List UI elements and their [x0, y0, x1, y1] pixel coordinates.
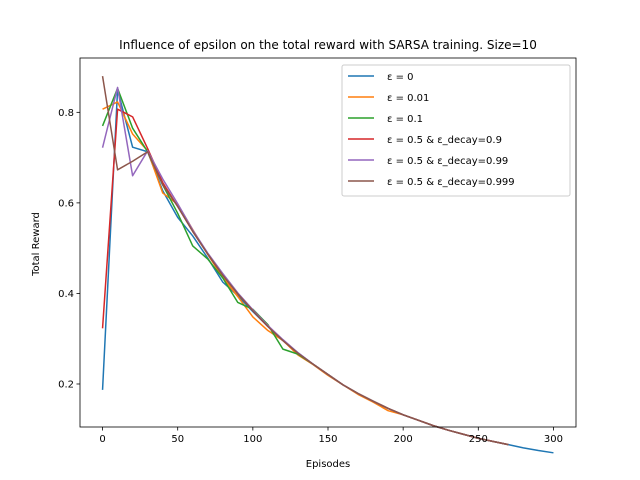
x-tick-label: 300: [544, 434, 563, 445]
x-tick-label: 150: [318, 434, 337, 445]
legend-label-0: ε = 0: [387, 72, 414, 83]
chart-title: Influence of epsilon on the total reward…: [119, 38, 537, 52]
y-axis-label: Total Reward: [31, 212, 42, 277]
plot-area: [101, 75, 554, 454]
x-tick-label: 100: [243, 434, 262, 445]
y-tick-label: 0.8: [58, 108, 74, 119]
x-axis-label: Episodes: [306, 459, 350, 470]
x-tick-label: 250: [469, 434, 488, 445]
legend-label-4: ε = 0.5 & ε_decay=0.99: [387, 156, 508, 167]
legend-box: [341, 64, 571, 197]
axes: 0 50 100 150 200 250 300 0.2 0.4 0.6 0.8: [58, 57, 577, 445]
x-tick-label: 200: [394, 434, 413, 445]
y-tick-label: 0.6: [58, 198, 74, 209]
legend-label-5: ε = 0.5 & ε_decay=0.999: [387, 177, 515, 188]
x-tick-label: 50: [171, 434, 184, 445]
y-tick-label: 0.4: [58, 289, 74, 300]
series-line-5: [101, 75, 509, 446]
y-tick-label: 0.2: [58, 379, 74, 390]
x-tick-label: 0: [99, 434, 105, 445]
legend-label-2: ε = 0.1: [387, 114, 423, 125]
legend: ε = 0 ε = 0.01 ε = 0.1 ε = 0.5 & ε_decay=0.…: [341, 64, 571, 197]
legend-label-3: ε = 0.5 & ε_decay=0.9: [387, 135, 502, 146]
legend-label-1: ε = 0.01: [387, 93, 429, 104]
